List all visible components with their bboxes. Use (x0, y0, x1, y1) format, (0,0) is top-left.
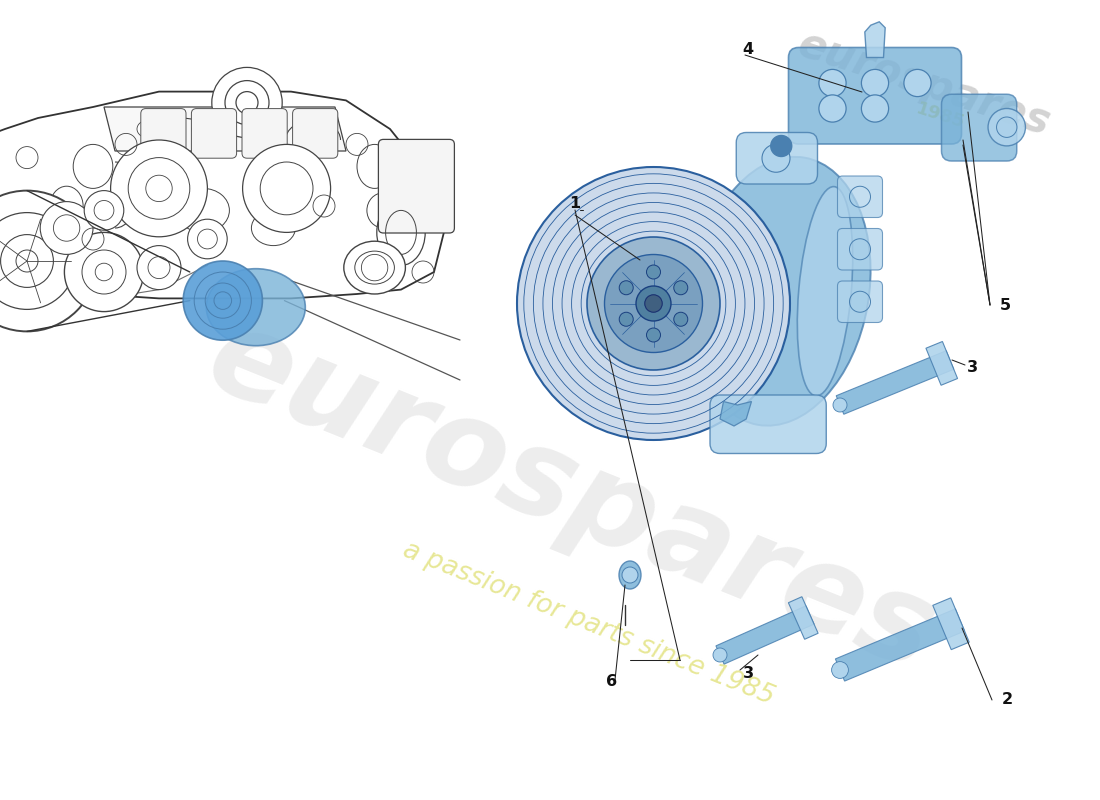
FancyBboxPatch shape (191, 109, 236, 158)
FancyBboxPatch shape (293, 109, 338, 158)
Ellipse shape (74, 144, 113, 189)
Ellipse shape (692, 157, 870, 426)
Circle shape (833, 398, 847, 412)
Ellipse shape (302, 120, 324, 138)
FancyBboxPatch shape (837, 176, 882, 218)
FancyBboxPatch shape (837, 229, 882, 270)
Polygon shape (789, 597, 818, 639)
Circle shape (41, 202, 94, 254)
Polygon shape (0, 92, 446, 298)
Polygon shape (720, 402, 751, 426)
Circle shape (243, 144, 331, 233)
Polygon shape (836, 350, 954, 414)
FancyBboxPatch shape (789, 47, 961, 144)
Ellipse shape (177, 188, 230, 233)
Text: 1985: 1985 (914, 100, 967, 132)
Circle shape (861, 95, 889, 122)
FancyBboxPatch shape (710, 395, 826, 454)
Polygon shape (933, 598, 969, 650)
Circle shape (904, 70, 931, 97)
Ellipse shape (771, 135, 792, 157)
Ellipse shape (344, 241, 406, 294)
FancyBboxPatch shape (736, 133, 817, 184)
Circle shape (65, 232, 144, 312)
Circle shape (138, 246, 182, 290)
Circle shape (674, 281, 688, 294)
Polygon shape (835, 609, 965, 681)
Ellipse shape (192, 120, 215, 138)
Circle shape (619, 281, 634, 294)
FancyBboxPatch shape (242, 109, 287, 158)
Text: 5: 5 (1000, 298, 1011, 313)
Circle shape (212, 67, 283, 138)
Circle shape (587, 237, 720, 370)
Text: 4: 4 (742, 42, 754, 58)
Circle shape (184, 261, 263, 340)
Circle shape (818, 70, 846, 97)
Circle shape (861, 70, 889, 97)
FancyBboxPatch shape (837, 281, 882, 322)
Circle shape (636, 286, 671, 321)
Circle shape (762, 144, 790, 172)
Ellipse shape (207, 269, 306, 346)
Text: 6: 6 (606, 674, 617, 690)
Ellipse shape (798, 186, 852, 396)
FancyBboxPatch shape (942, 94, 1016, 161)
Polygon shape (104, 107, 346, 151)
Text: 3: 3 (742, 666, 754, 681)
Ellipse shape (619, 561, 641, 589)
Circle shape (647, 328, 660, 342)
Text: a passion for parts since 1985: a passion for parts since 1985 (399, 538, 778, 710)
Circle shape (188, 219, 228, 258)
Circle shape (818, 95, 846, 122)
Polygon shape (926, 342, 958, 386)
Ellipse shape (367, 193, 400, 228)
Ellipse shape (358, 144, 393, 189)
Circle shape (674, 312, 688, 326)
Circle shape (85, 190, 124, 230)
Ellipse shape (51, 186, 84, 226)
Ellipse shape (248, 120, 270, 138)
Circle shape (111, 140, 208, 237)
Ellipse shape (252, 210, 296, 246)
Circle shape (645, 294, 662, 312)
Circle shape (988, 109, 1025, 146)
Circle shape (619, 312, 634, 326)
Polygon shape (865, 22, 886, 58)
Text: eurospares: eurospares (191, 297, 953, 695)
Circle shape (236, 91, 258, 114)
Circle shape (713, 648, 727, 662)
Circle shape (621, 567, 638, 583)
Text: 1: 1 (570, 195, 581, 210)
FancyBboxPatch shape (141, 109, 186, 158)
Circle shape (647, 265, 660, 279)
Circle shape (517, 167, 790, 440)
Text: 3: 3 (967, 359, 978, 374)
Polygon shape (716, 606, 814, 664)
Circle shape (0, 190, 98, 331)
Circle shape (226, 81, 270, 125)
Text: eurospares: eurospares (792, 23, 1056, 145)
Circle shape (832, 662, 848, 678)
Circle shape (605, 254, 703, 353)
Text: 2: 2 (1001, 693, 1013, 707)
FancyBboxPatch shape (378, 139, 454, 233)
Ellipse shape (377, 199, 426, 266)
Ellipse shape (138, 120, 160, 138)
